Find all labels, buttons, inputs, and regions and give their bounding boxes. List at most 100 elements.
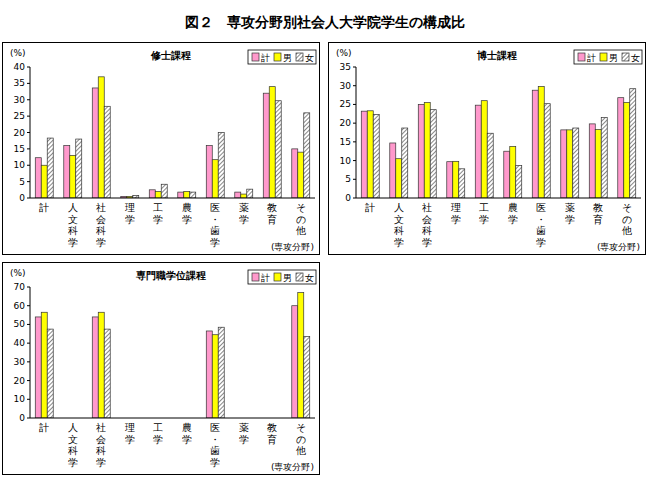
x-tick-label: 薬学 [239,202,249,225]
chart-panel: 博士課程(%)計男女05101520253035計人文科学社会科学理学工学農学医… [329,43,646,255]
bar [92,88,98,198]
y-tick-label: 30 [340,81,352,91]
bar [298,152,304,198]
x-tick-label: 理学 [451,202,461,225]
bar [104,106,110,198]
legend: 計男女 [248,50,316,64]
bar [516,165,522,198]
x-tick-label: 計 [39,422,49,433]
bar [453,161,459,198]
panel-frame [329,43,646,255]
bar [567,130,573,198]
bar [390,143,396,198]
bar [624,103,630,198]
figure: 図２ 専攻分野別社会人大学院学生の構成比修士課程 (%) 計男女 0 5 10 15 20 25… [0,0,650,477]
figure-title: 図２ 専攻分野別社会人大学院学生の構成比 [185,14,465,30]
y-tick-label: 30 [14,357,26,367]
chart-panel: 専門職学位課程(%)計男女010203040506070計人文科学社会科学理学工… [3,263,320,475]
bar [418,104,424,198]
x-tick-label: 社会科学 [96,202,106,248]
bar [206,146,212,198]
x-tick-label: その他 [296,422,306,456]
y-tick-label: 0 [19,193,25,203]
bar [510,146,516,198]
bar [424,103,430,198]
bar [504,151,510,198]
x-tick-label: 理学 [125,202,135,225]
bar [430,110,436,198]
legend-label: 計 [261,273,270,283]
x-tick-label: 計 [365,202,375,213]
legend-label: 計 [587,53,596,63]
legend-swatch [578,53,585,61]
y-tick-label: 5 [345,174,351,184]
y-axis-label: (%) [10,48,26,58]
y-tick-label: 20 [14,376,26,386]
bar [212,160,218,198]
bar [98,77,104,198]
bar [206,331,212,418]
x-tick-label: 社会科学 [422,202,432,248]
y-axis [356,67,357,198]
bar [64,146,70,198]
bar [402,128,408,198]
x-axis [30,418,315,419]
bar [212,335,218,418]
x-axis-label: (専攻分野) [597,242,640,252]
bar [184,191,190,198]
x-tick-label: 社会科学 [96,422,106,468]
legend-label: 計 [261,53,270,63]
bar [396,159,402,198]
bar [361,111,367,198]
y-tick-label: 10 [340,156,352,166]
bar [235,192,241,198]
y-tick-label: 35 [340,62,351,72]
x-axis-label: (専攻分野) [271,462,314,472]
y-tick-label: 20 [340,118,352,128]
x-tick-label: 工学 [479,202,489,225]
x-axis [356,198,641,199]
x-tick-label: 薬学 [239,422,249,445]
legend-label: 女 [305,273,314,283]
bar [104,329,110,418]
x-tick-label: 工学 [153,422,163,445]
bars [35,293,309,418]
panel-frame [3,263,320,475]
chart-title: 専門職学位課程 [135,270,206,281]
y-tick-label: 20 [14,128,26,138]
bar [447,162,453,198]
y-tick-label: 15 [340,137,351,147]
x-tick-label: その他 [296,202,306,236]
legend-swatch [252,273,259,281]
bar [190,192,196,198]
y-tick-label: 40 [14,338,26,348]
bar [149,190,155,198]
x-tick-label: その他 [622,202,632,236]
x-tick-label: 計 [39,202,49,213]
bar [304,113,310,198]
bar [292,306,298,418]
legend-swatch [600,53,607,61]
y-tick-label: 35 [14,78,25,88]
bar [481,101,487,198]
bar [561,130,567,198]
bar [275,101,281,198]
bar [41,165,47,198]
y-tick-label: 25 [14,111,25,121]
bar [41,312,47,418]
bar [98,312,104,418]
y-axis [30,287,31,418]
bar [155,191,161,198]
legend-swatch [622,53,629,61]
chart-title: 修士課程 [150,50,191,61]
legend-swatch [252,53,259,61]
x-tick-label: 薬学 [565,202,575,225]
bar [241,194,247,198]
x-tick-label: 教育 [267,422,277,445]
bar [544,104,550,198]
legend-swatch [296,273,303,281]
bar [92,317,98,418]
bar [76,139,82,198]
x-tick-label: 農学 [508,202,518,225]
y-tick-label: 50 [14,319,26,329]
